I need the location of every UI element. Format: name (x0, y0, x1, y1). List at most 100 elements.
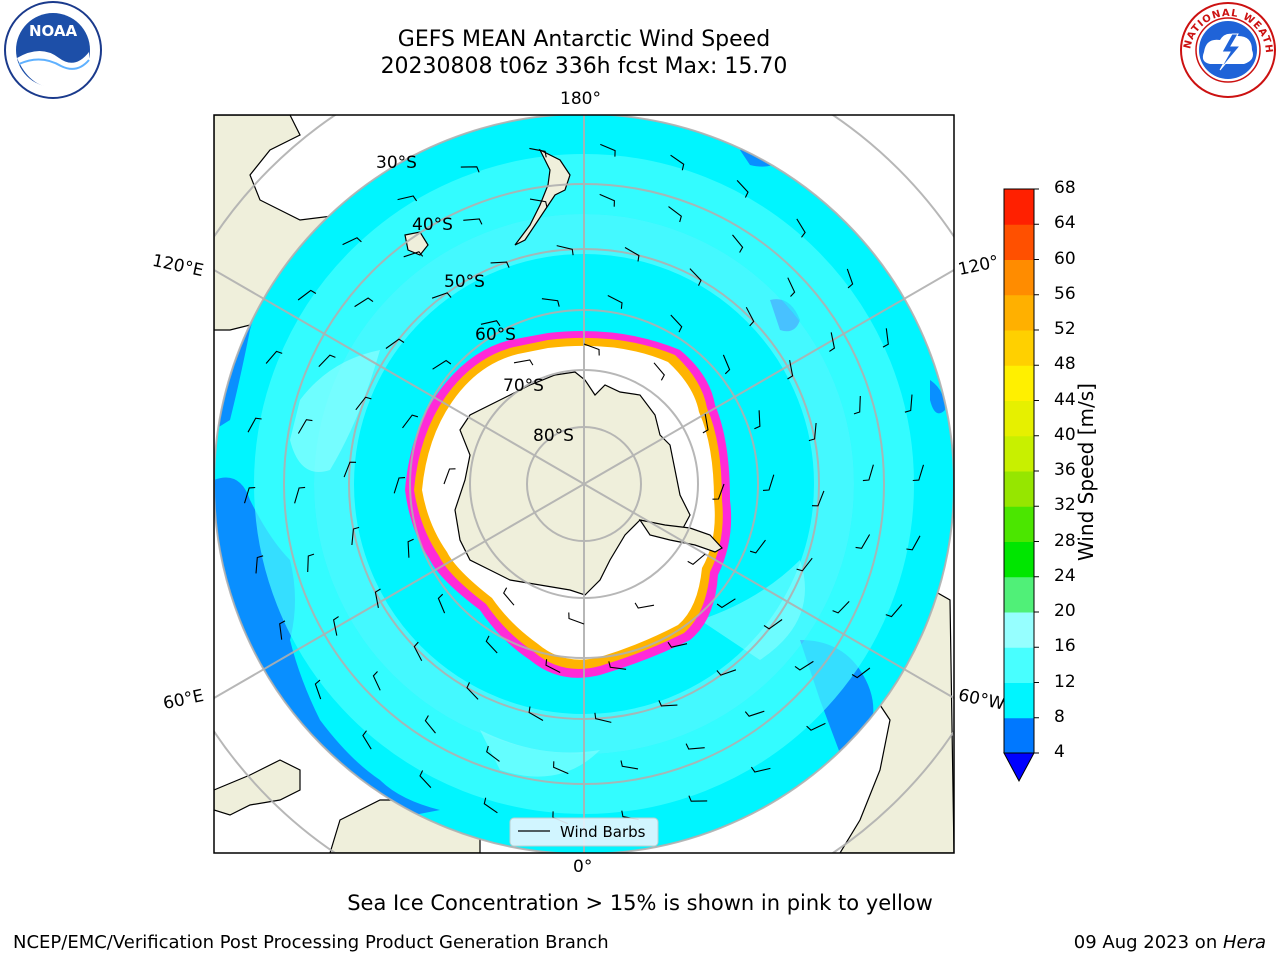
lat-label-60: 60°S (475, 325, 516, 345)
title-line2: 20230808 t06z 336h fcst Max: 15.70 (380, 54, 788, 79)
wind-barb (503, 587, 515, 606)
colorbar-tick-label: 48 (1054, 354, 1076, 375)
colorbar-segment (1004, 576, 1034, 613)
lat-label-40: 40°S (412, 215, 453, 235)
wind-barb (541, 298, 560, 307)
wind-barb (594, 712, 612, 723)
colorbar-tick-label: 28 (1054, 530, 1076, 551)
wind-barb (750, 766, 771, 773)
wind-barb (668, 206, 682, 223)
wind-barb (702, 413, 709, 434)
wind-barb (716, 669, 737, 676)
wind-barb (545, 659, 561, 673)
wind-barb (480, 320, 501, 327)
colorbar-tick-label: 60 (1054, 248, 1076, 269)
colorbar-segment (1004, 435, 1034, 472)
colorbar-tick-label: 16 (1054, 636, 1076, 657)
wind-barb (608, 661, 627, 670)
wind-barb (853, 395, 861, 415)
wind-barb (667, 641, 688, 648)
wind-barb (906, 535, 921, 551)
wind-barb (722, 354, 731, 375)
colorbar-tick-label: 68 (1054, 178, 1076, 198)
wind-barb (744, 710, 765, 717)
wind-barb (634, 602, 655, 609)
wind-barb (794, 660, 814, 671)
wind-barb (483, 797, 498, 814)
colorbar-segment (1004, 224, 1034, 260)
wind-barb (355, 396, 372, 411)
colorbar-segment (1004, 400, 1034, 437)
lat-label-50: 50°S (444, 272, 485, 292)
colorbar-segment (1004, 612, 1034, 648)
wind-barb (297, 289, 317, 301)
wind-barb (832, 601, 850, 614)
wind-barb (413, 641, 423, 662)
footer-right: 09 Aug 2023 on Hera (1074, 932, 1266, 953)
wind-barb (407, 538, 414, 558)
wind-barb (362, 730, 372, 750)
wind-barb (732, 234, 744, 253)
colorbar (1003, 188, 1039, 783)
wind-barb (689, 268, 702, 286)
wind-barb (466, 682, 479, 700)
wind-barb (424, 715, 436, 734)
wind-barb (796, 557, 813, 572)
colorbar-tick-label: 44 (1054, 389, 1076, 410)
colorbar-tick-label: 40 (1054, 424, 1076, 445)
wind-barb (343, 461, 357, 478)
colorbar-segment (1004, 189, 1034, 225)
graticule (214, 115, 954, 853)
wind-barb (393, 477, 406, 494)
colorbar-tick-label: 8 (1054, 706, 1065, 727)
colorbar-segment (1004, 330, 1034, 366)
lon-label-bottom: 0° (573, 857, 593, 877)
legend-label: Wind Barbs (560, 823, 646, 841)
wind-barb (688, 795, 708, 802)
colorbar-segment (1004, 365, 1034, 401)
wind-barb (529, 198, 548, 208)
wind-barb (658, 700, 678, 707)
wind-barb (685, 743, 705, 750)
wind-barb (745, 306, 755, 327)
wind-barb (712, 483, 725, 500)
colorbar-segment (1004, 294, 1034, 331)
wind-barb (513, 359, 534, 366)
wind-barb (397, 195, 418, 202)
wind-barb (670, 154, 685, 171)
lat-label-30: 30°S (376, 153, 417, 173)
colorbar-tick-label: 36 (1054, 460, 1076, 480)
wind-barb (351, 526, 360, 546)
wind-barb (265, 350, 283, 364)
wind-barb (372, 671, 381, 691)
wind-barb (385, 338, 405, 349)
wind-barb (607, 295, 623, 309)
wind-barb (318, 354, 336, 367)
wind-barb (553, 761, 569, 775)
lat-label-80: 80°S (533, 426, 574, 446)
wind-barb (528, 706, 544, 721)
wind-barb (749, 539, 766, 554)
wind-barb (243, 486, 256, 504)
wind-barb (851, 667, 871, 679)
colorbar-segment (1004, 471, 1034, 507)
wind-barb (829, 332, 836, 352)
wind-barb (904, 394, 913, 413)
wind-barb (402, 414, 419, 429)
wind-barb (653, 362, 665, 381)
footer-date: 09 Aug 2023 on (1073, 932, 1223, 953)
wind-barb (583, 343, 600, 356)
wind-barb (882, 328, 889, 348)
colorbar-label: Wind Speed [m/s] (1074, 383, 1098, 561)
colorbar-segment (1004, 647, 1034, 683)
wind-barb (255, 555, 264, 574)
wind-barb (687, 553, 706, 565)
wind-barb (716, 598, 736, 609)
wind-barb (279, 620, 286, 640)
colorbar-segment (1004, 506, 1034, 542)
noaa-logo: NOAA (1, 0, 105, 104)
wind-barb (460, 166, 480, 173)
wind-barb (736, 180, 749, 198)
tasmania (404, 231, 429, 256)
